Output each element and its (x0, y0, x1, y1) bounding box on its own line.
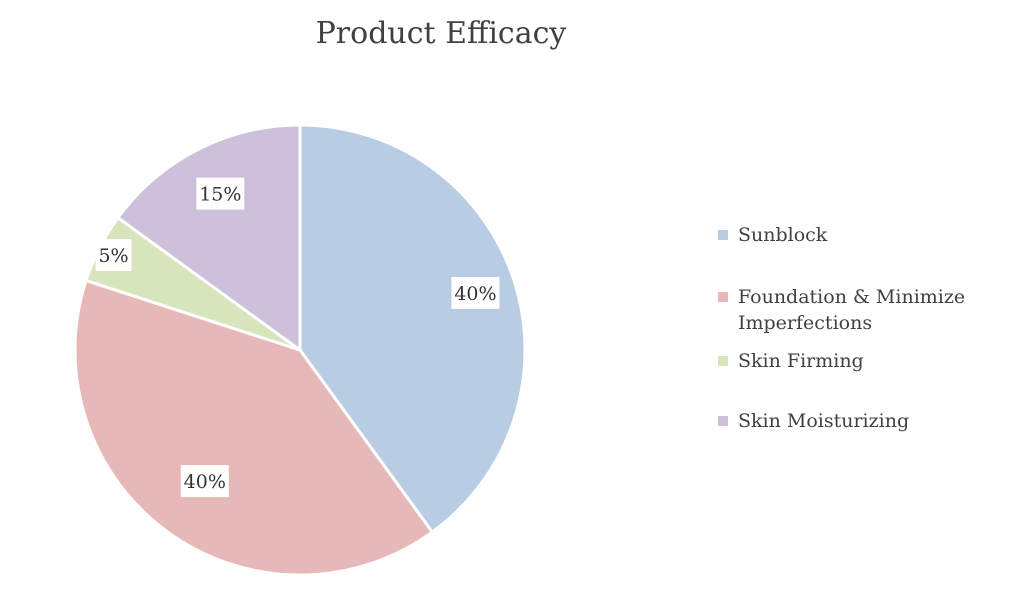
pie-slice-foundation-minimize-imperfections (73, 278, 435, 577)
data-label-skin-moisturizing: 15% (196, 177, 245, 210)
legend-swatch (718, 356, 728, 366)
data-label-text: 40% (184, 471, 226, 493)
legend-label: Skin Firming (738, 350, 864, 372)
legend-item-skin-firming: Skin Firming (718, 348, 998, 374)
legend-item-skin-moisturizing: Skin Moisturizing (718, 408, 998, 434)
legend-item-foundation-minimize-imperfections: Foundation & Minimize Imperfections (718, 284, 998, 336)
legend-swatch (718, 292, 728, 302)
pie-slice-sunblock (298, 123, 527, 535)
chart-title: Product Efficacy (315, 16, 567, 51)
data-label-text: 15% (199, 184, 241, 206)
legend-label: Foundation & Minimize Imperfections (738, 286, 966, 334)
data-label-skin-firming: 5% (95, 239, 132, 272)
data-label-sunblock: 40% (451, 276, 500, 309)
legend-swatch (718, 230, 728, 240)
legend-label: Sunblock (738, 224, 828, 246)
data-label-text: 40% (454, 283, 496, 305)
data-label-foundation-minimize-imperfections: 40% (180, 465, 229, 498)
data-label-text: 5% (98, 245, 128, 267)
legend-label: Skin Moisturizing (738, 410, 910, 432)
legend-item-sunblock: Sunblock (718, 222, 998, 248)
pie-slice-skin-moisturizing (115, 123, 302, 353)
legend-swatch (718, 416, 728, 426)
